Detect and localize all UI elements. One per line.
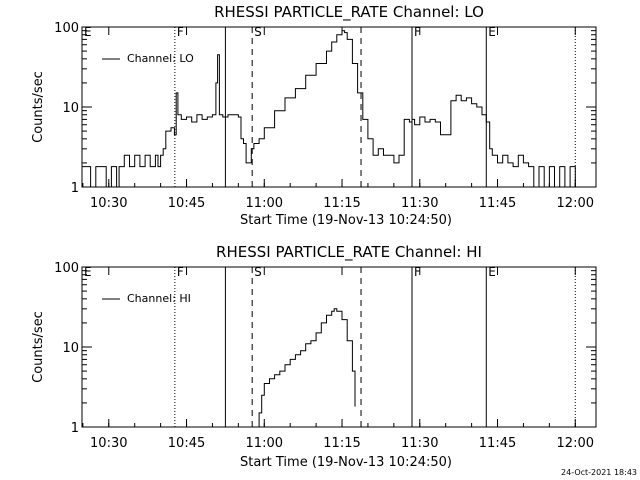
y-axis-ticks-lo: 1 10 100: [54, 21, 596, 196]
x-tick-label-lo-3: 11:15: [323, 196, 360, 211]
x-tick-label-hi-4: 11:30: [401, 436, 438, 451]
plot-frame-hi: [81, 266, 597, 428]
panel-hi: RHESSI PARTICLE_RATE Channel: HI E F S F E 1…: [31, 243, 597, 470]
x-tick-label-hi-5: 11:45: [479, 436, 516, 451]
legend-hi: Channel: HI: [102, 292, 191, 305]
x-axis-ticks-hi: 10:30 10:45 11:00 11:15 11:30 11:45 12:00: [82, 267, 594, 451]
marker-label-lo-6: E: [488, 25, 496, 39]
x-tick-label-lo-6: 12:00: [557, 196, 594, 211]
x-tick-label-hi-1: 10:45: [168, 436, 205, 451]
marker-label-lo-5: F: [414, 25, 421, 39]
x-axis-ticks-lo: 10:30 10:45 11:00 11:15 11:30 11:45 12:00: [82, 27, 594, 211]
x-tick-label-lo-4: 11:30: [401, 196, 438, 211]
x-axis-label-hi: Start Time (19-Nov-13 10:24:50): [240, 455, 452, 470]
y-tick-label-lo-1: 10: [62, 101, 79, 116]
y-tick-label-lo-0: 1: [71, 181, 79, 196]
x-axis-label-lo: Start Time (19-Nov-13 10:24:50): [240, 213, 452, 228]
x-tick-label-hi-6: 12:00: [557, 436, 594, 451]
marker-label-hi-6: E: [488, 265, 496, 279]
marker-label-hi-0: E: [84, 265, 92, 279]
y-axis-label-hi: Counts/sec: [31, 311, 46, 383]
x-tick-label-hi-3: 11:15: [323, 436, 360, 451]
marker-label-lo-1: F: [177, 25, 184, 39]
legend-label-hi: Channel: HI: [127, 292, 191, 305]
y-tick-label-hi-0: 1: [71, 421, 79, 436]
marker-label-hi-1: F: [177, 265, 184, 279]
legend-lo: Channel: LO: [102, 52, 194, 65]
chart-title-hi: RHESSI PARTICLE_RATE Channel: HI: [216, 243, 482, 262]
marker-label-lo-3: S: [254, 25, 262, 39]
panel-lo: RHESSI PARTICLE_RATE Channel: LO E F S F E 1…: [31, 3, 597, 228]
y-tick-label-hi-2: 100: [54, 261, 79, 276]
x-tick-label-lo-5: 11:45: [479, 196, 516, 211]
y-axis-ticks-hi: 1 10 100: [54, 261, 596, 436]
x-tick-label-hi-2: 11:00: [246, 436, 283, 451]
plot-frame-lo: [81, 26, 597, 188]
chart-title-lo: RHESSI PARTICLE_RATE Channel: LO: [214, 3, 484, 22]
series-line-lo: [82, 30, 581, 187]
y-tick-label-hi-1: 10: [62, 341, 79, 356]
marker-label-hi-5: F: [414, 265, 421, 279]
footer-date: 24-Oct-2021 18:43: [561, 468, 637, 477]
x-tick-label-lo-2: 11:00: [246, 196, 283, 211]
y-tick-label-lo-2: 100: [54, 21, 79, 36]
legend-label-lo: Channel: LO: [127, 52, 194, 65]
y-axis-label-lo: Counts/sec: [31, 71, 46, 143]
x-tick-label-lo-0: 10:30: [90, 196, 127, 211]
x-tick-label-hi-0: 10:30: [90, 436, 127, 451]
marker-label-hi-3: S: [254, 265, 262, 279]
marker-label-lo-0: E: [84, 25, 92, 39]
series-line-hi: [258, 308, 356, 427]
x-tick-label-lo-1: 10:45: [168, 196, 205, 211]
